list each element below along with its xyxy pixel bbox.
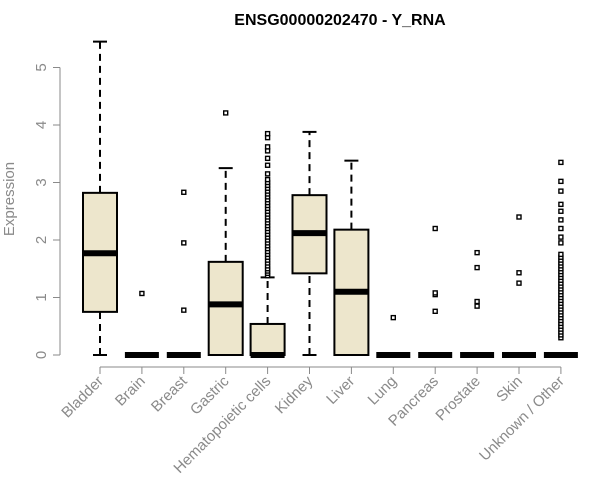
outlier-point (558, 159, 564, 166)
outlier-point (474, 249, 480, 256)
chart-title: ENSG00000202470 - Y_RNA (234, 12, 446, 29)
x-tick-label: Breast (148, 372, 191, 415)
outlier-point (558, 225, 564, 232)
x-tick-label: Skin (493, 373, 526, 406)
outlier-point (432, 308, 438, 314)
outlier-point (474, 303, 480, 309)
outlier-point (181, 240, 187, 246)
outlier-point (264, 130, 271, 137)
outlier-point (558, 188, 564, 194)
y-tick-label: 0 (33, 351, 50, 359)
y-axis-title: Expression (1, 162, 18, 236)
y-tick-label: 5 (33, 63, 50, 71)
x-tick-label: Bladder (58, 373, 107, 422)
outlier-point (390, 314, 396, 321)
outlier-point (264, 144, 271, 150)
x-tick-label: Kidney (272, 372, 317, 417)
outlier-point (558, 201, 564, 208)
outlier-point (558, 178, 564, 185)
y-tick-label: 4 (33, 121, 50, 129)
outlier-point (516, 214, 522, 220)
y-tick-label: 2 (33, 236, 50, 244)
y-tick-label: 1 (33, 293, 50, 301)
outlier-point (558, 240, 564, 246)
outlier-point (558, 251, 564, 258)
y-tick-label: 3 (33, 178, 50, 186)
outlier-point (558, 234, 564, 240)
x-tick-label: Liver (323, 373, 358, 408)
outlier-point (264, 171, 271, 177)
outlier-point (432, 290, 438, 296)
outlier-point (181, 189, 187, 195)
outlier-point (474, 264, 480, 271)
outlier-point (264, 176, 271, 183)
outlier-point (264, 162, 271, 168)
outlier-point (181, 307, 187, 313)
outlier-point (139, 290, 145, 297)
outlier-point (516, 280, 522, 286)
outlier-point (432, 225, 438, 232)
box (207, 260, 244, 357)
box (249, 322, 286, 357)
outlier-point (558, 217, 564, 223)
x-tick-label: Lung (365, 373, 401, 409)
outlier-point (264, 155, 271, 162)
outlier-point (222, 110, 229, 116)
outlier-point (558, 208, 564, 214)
outlier-point (516, 270, 522, 276)
x-tick-label: Prostate (432, 373, 484, 425)
outlier-point (474, 298, 480, 305)
x-tick-label: Brain (112, 373, 149, 410)
